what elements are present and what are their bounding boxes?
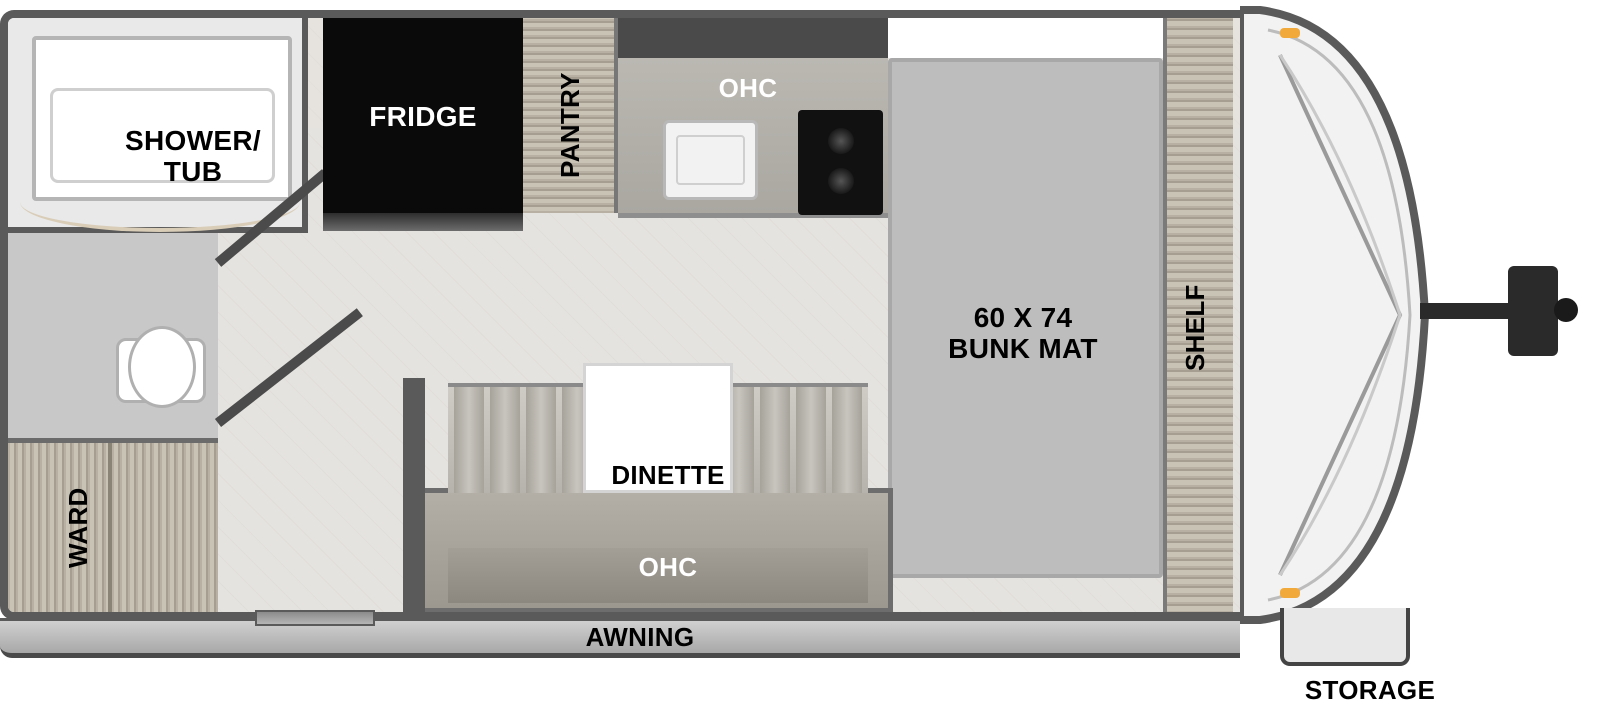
bunk-mat-label: 60 X 74 BUNK MAT — [903, 303, 1143, 365]
wardrobe — [8, 438, 218, 613]
seat-cushion — [526, 387, 556, 493]
dinette-seat-left — [448, 383, 598, 493]
burner-icon — [828, 168, 854, 194]
storage-frame — [1280, 608, 1410, 666]
fridge-shadow — [323, 213, 523, 231]
dinette-ohc-label: OHC — [618, 553, 718, 582]
seat-cushion — [760, 387, 790, 493]
shelf-front-label: SHELF — [1181, 268, 1210, 388]
pantry-label: PANTRY — [556, 60, 585, 190]
seat-cushion — [490, 387, 520, 493]
shower-tub-label: SHOWER/ TUB — [103, 126, 283, 188]
front-cap — [1240, 0, 1430, 630]
toilet-lid — [128, 326, 196, 408]
kitchen-sink — [663, 120, 758, 200]
kitchen-ohc-label: OHC — [698, 74, 798, 103]
toilet-area — [8, 233, 218, 438]
kitchen-ohc-bar — [618, 18, 888, 58]
burner-icon — [828, 128, 854, 154]
front-cap-svg — [1240, 0, 1430, 630]
hitch — [1420, 248, 1565, 378]
marker-light-icon — [1280, 28, 1300, 38]
hitch-ball-icon — [1554, 298, 1578, 322]
storage-label: STORAGE — [1280, 676, 1460, 705]
awning-label: AWNING — [540, 623, 740, 652]
floorplan-canvas: AWNING SHOWER/ TUB WARD FRIDGE PANTRY — [0, 0, 1600, 714]
seat-cushion — [796, 387, 826, 493]
dinette-endwall — [403, 378, 425, 613]
wardrobe-divider — [108, 443, 112, 618]
rv-body: SHOWER/ TUB WARD FRIDGE PANTRY OHC — [0, 10, 1240, 620]
fridge-label: FRIDGE — [348, 102, 498, 133]
dinette-label: DINETTE — [588, 461, 748, 490]
marker-light-icon — [1280, 588, 1300, 598]
seat-cushion — [832, 387, 862, 493]
ward-label: WARD — [64, 473, 93, 583]
sink-basin — [676, 135, 745, 185]
seat-cushion — [454, 387, 484, 493]
hitch-plate — [1508, 266, 1558, 356]
entry-step-lower — [255, 610, 375, 626]
stove — [798, 110, 883, 215]
